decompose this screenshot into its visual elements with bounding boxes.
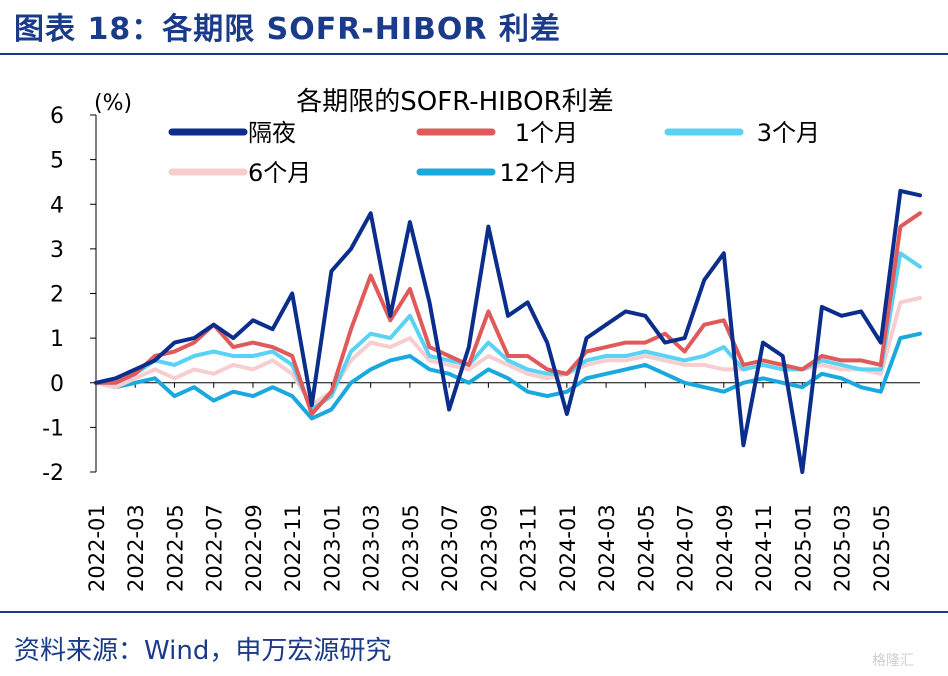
x-tick-label: 2024-01 [556,504,580,592]
y-axis-unit: (%) [94,91,132,116]
y-tick-label: -2 [42,461,64,486]
x-tick-label: 2022-01 [85,504,109,592]
series-line [94,331,922,421]
y-tick-label: 6 [50,104,64,129]
x-tick-label: 2025-05 [870,504,894,592]
y-tick-label: 2 [50,283,64,308]
spread-chart: 各期限的SOFR-HIBOR利差 (%) -2 -1 0 1 2 3 4 5 6 2022-01… [42,87,922,592]
x-tick-label: 2024-07 [674,504,698,592]
y-tick-label: 1 [50,327,64,352]
source-rule [0,611,948,613]
x-tick-label: 2022-07 [203,504,227,592]
legend-label: 6个月 [248,159,311,187]
legend-label: 1个月 [515,119,578,147]
x-tick-label: 2024-03 [595,504,619,592]
legend-label: 12个月 [499,159,578,187]
x-tick-label: 2023-05 [399,504,423,592]
source-note: 资料来源：Wind，申万宏源研究 [14,636,392,666]
x-tick-label: 2025-03 [831,504,855,592]
x-tick-label: 2023-03 [360,504,384,592]
watermark: 格隆汇 [872,653,914,669]
x-tick-label: 2022-09 [242,504,266,592]
x-tick-label: 2023-07 [438,504,462,592]
y-tick-label: 4 [50,193,64,218]
series-line [94,251,922,412]
plot-lines [94,188,922,474]
y-tick-label: 5 [50,149,64,174]
x-tick-label: 2023-11 [517,504,541,592]
x-tick-label: 2023-09 [477,504,501,592]
legend-label: 隔夜 [248,119,296,147]
figure-title: 图表 18：各期限 SOFR-HIBOR 利差 [14,12,561,47]
y-axis: -2 -1 0 1 2 3 4 5 6 [42,104,97,486]
y-tick-label: 3 [50,238,64,263]
x-axis: 2022-01 2022-03 2022-05 2022-07 2022-09 2022-… [85,382,920,592]
y-tick-label: 0 [50,372,64,397]
x-tick-label: 2022-03 [124,504,148,592]
chart-title: 各期限的SOFR-HIBOR利差 [296,87,613,117]
x-tick-label: 2024-11 [752,504,776,592]
x-tick-label: 2023-01 [320,504,344,592]
x-tick-label: 2022-05 [163,504,187,592]
x-tick-label: 2025-01 [791,504,815,592]
x-tick-label: 2024-09 [713,504,737,592]
x-tick-label: 2024-05 [634,504,658,592]
y-tick-label: -1 [42,416,64,441]
legend: 隔夜 1个月 3个月 6个月 12个月 [168,119,820,187]
title-rule [0,53,948,55]
series-line [94,188,922,474]
x-tick-label: 2022-11 [281,504,305,592]
legend-label: 3个月 [757,119,820,147]
